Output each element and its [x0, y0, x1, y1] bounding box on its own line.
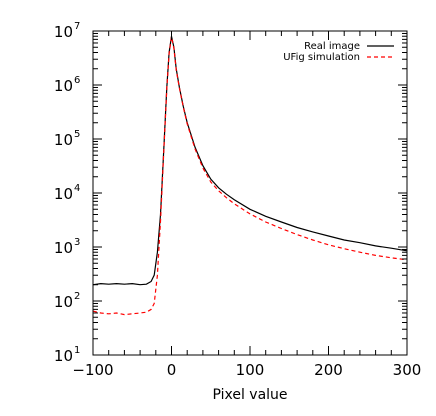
y-tick-exponent: 2 [74, 291, 80, 302]
legend-label-1: Real image [304, 41, 360, 52]
y-tick-label: 10 [54, 131, 73, 149]
x-axis-title: Pixel value [212, 387, 287, 403]
x-tick-label: 300 [393, 361, 422, 379]
series-line-2 [93, 36, 407, 316]
series-layer [93, 36, 407, 316]
plot-frame [92, 30, 408, 356]
y-tick-label: 10 [54, 347, 73, 365]
y-tick-label: 10 [54, 185, 73, 203]
legend-label-2: UFig simulation [283, 52, 360, 63]
series-line-1 [93, 36, 407, 286]
y-tick-label: 10 [54, 293, 73, 311]
x-tick-label: 0 [167, 361, 177, 379]
y-tick-label: 10 [54, 23, 73, 41]
y-tick-exponent: 4 [74, 183, 80, 194]
y-tick-exponent: 1 [74, 345, 80, 356]
x-tick-label: 200 [314, 361, 343, 379]
x-tick-label: −100 [72, 361, 113, 379]
y-tick-label: 10 [54, 239, 73, 257]
y-tick-exponent: 3 [74, 237, 80, 248]
y-tick-exponent: 6 [74, 75, 80, 86]
x-tick-label: 100 [236, 361, 265, 379]
tick-layer [92, 30, 408, 356]
y-tick-exponent: 7 [74, 21, 80, 32]
y-tick-label: 10 [54, 77, 73, 95]
y-tick-exponent: 5 [74, 129, 80, 140]
